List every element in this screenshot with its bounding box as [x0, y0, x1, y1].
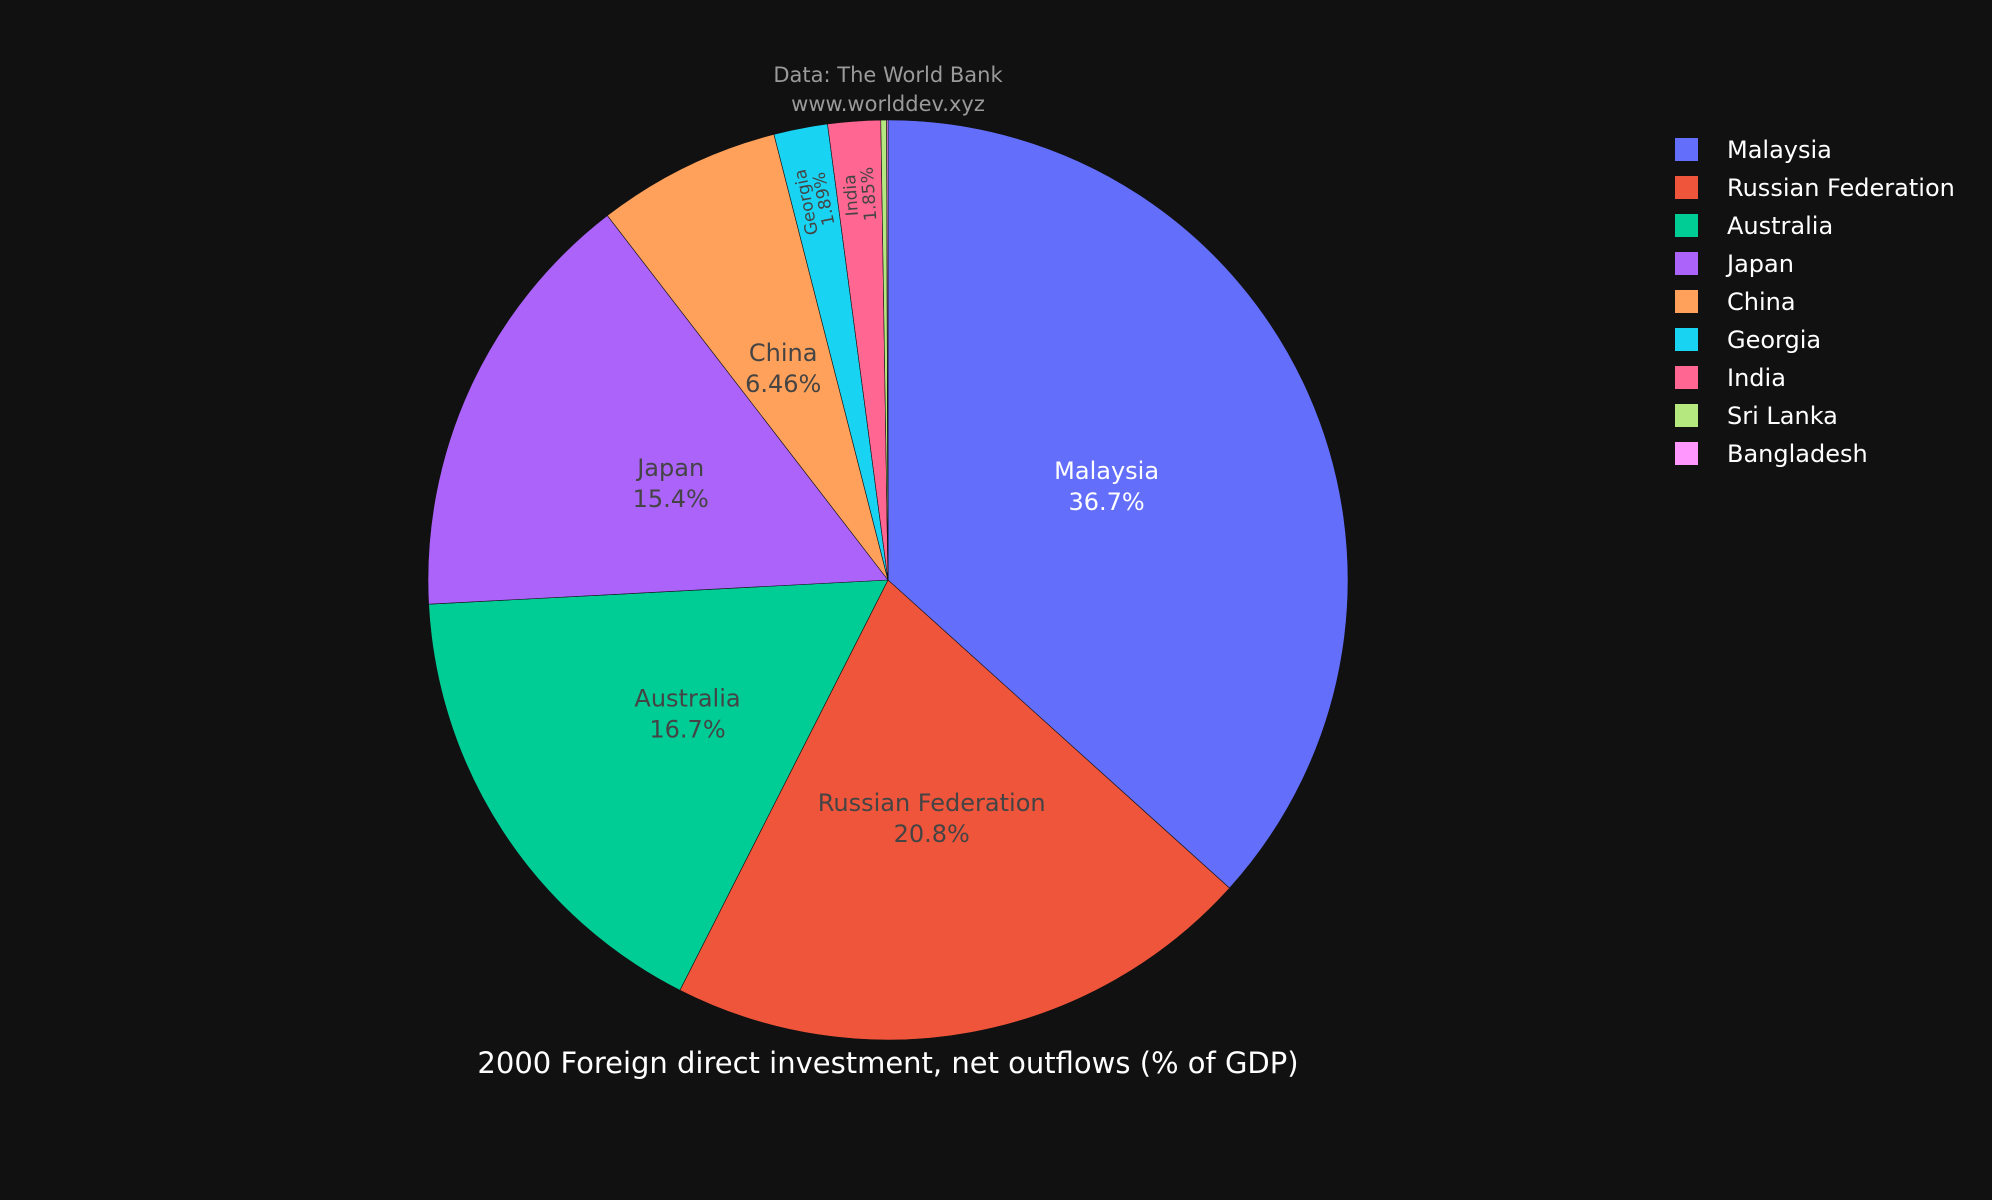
legend-swatch-georgia: [1675, 328, 1698, 351]
pie-slice-malaysia[interactable]: [887, 119, 1349, 889]
legend[interactable]: Malaysia Russian Federation Australia Japan…: [1675, 136, 1955, 468]
legend-swatch-japan: [1675, 252, 1698, 275]
legend-label-japan: Japan: [1725, 250, 1794, 278]
slice-name-russian-federation: Russian Federation: [818, 789, 1046, 817]
source-line-1: Data: The World Bank: [773, 63, 1003, 87]
pie-slice-australia[interactable]: [428, 579, 889, 991]
legend-item-georgia[interactable]: Georgia: [1675, 326, 1821, 354]
legend-item-australia[interactable]: Australia: [1675, 212, 1833, 240]
pie-slices: [427, 119, 1349, 1041]
legend-label-bangladesh: Bangladesh: [1727, 440, 1868, 468]
slice-labels: Malaysia 36.7% Russian Federation 20.8% Aust…: [633, 166, 1159, 848]
legend-label-malaysia: Malaysia: [1727, 136, 1832, 164]
slice-label-russian-federation: Russian Federation 20.8%: [818, 789, 1046, 848]
legend-swatch-china: [1675, 290, 1698, 313]
pie-slice-china[interactable]: [606, 134, 889, 581]
slice-label-china: China 6.46%: [745, 339, 821, 398]
legend-swatch-india: [1675, 366, 1698, 389]
legend-label-india: India: [1727, 364, 1786, 392]
legend-label-australia: Australia: [1727, 212, 1833, 240]
legend-item-sri-lanka[interactable]: Sri Lanka: [1675, 402, 1838, 430]
slice-label-japan: Japan 15.4%: [633, 454, 709, 513]
slice-percent-china: 6.46%: [745, 370, 821, 398]
legend-swatch-malaysia: [1675, 138, 1698, 161]
pie-slice-bangladesh[interactable]: [886, 119, 889, 581]
source-line-2: www.worlddev.xyz: [791, 92, 985, 116]
slice-label-australia: Australia 16.7%: [634, 685, 740, 744]
slice-name-india: India: [840, 174, 863, 217]
legend-item-bangladesh[interactable]: Bangladesh: [1675, 440, 1868, 468]
legend-item-china[interactable]: China: [1675, 288, 1796, 316]
legend-item-japan[interactable]: Japan: [1675, 250, 1794, 278]
legend-label-russian-federation: Russian Federation: [1727, 174, 1955, 202]
legend-swatch-bangladesh: [1675, 442, 1698, 465]
legend-label-sri-lanka: Sri Lanka: [1727, 402, 1838, 430]
legend-item-russian-federation[interactable]: Russian Federation: [1675, 174, 1955, 202]
legend-swatch-russian-federation: [1675, 176, 1698, 199]
legend-swatch-australia: [1675, 214, 1698, 237]
slice-name-china: China: [749, 339, 818, 367]
legend-item-malaysia[interactable]: Malaysia: [1675, 136, 1832, 164]
legend-item-india[interactable]: India: [1675, 364, 1786, 392]
legend-label-china: China: [1727, 288, 1796, 316]
slice-percent-australia: 16.7%: [649, 716, 725, 744]
slice-name-japan: Japan: [635, 454, 704, 482]
slice-name-australia: Australia: [634, 685, 740, 713]
legend-swatch-sri-lanka: [1675, 404, 1698, 427]
legend-label-georgia: Georgia: [1727, 326, 1821, 354]
chart-title: 2000 Foreign direct investment, net outf…: [477, 1046, 1298, 1080]
slice-percent-russian-federation: 20.8%: [894, 820, 970, 848]
slice-percent-malaysia: 36.7%: [1068, 488, 1144, 516]
slice-percent-india: 1.85%: [858, 166, 882, 221]
pie-slice-russian-federation[interactable]: [679, 579, 1230, 1041]
slice-label-malaysia: Malaysia 36.7%: [1054, 457, 1159, 516]
slice-percent-japan: 15.4%: [633, 485, 709, 513]
slice-name-malaysia: Malaysia: [1054, 457, 1159, 485]
pie-slice-japan[interactable]: [427, 215, 889, 605]
